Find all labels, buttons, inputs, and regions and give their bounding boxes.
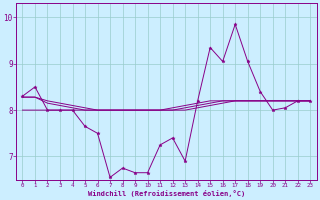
- X-axis label: Windchill (Refroidissement éolien,°C): Windchill (Refroidissement éolien,°C): [88, 190, 245, 197]
